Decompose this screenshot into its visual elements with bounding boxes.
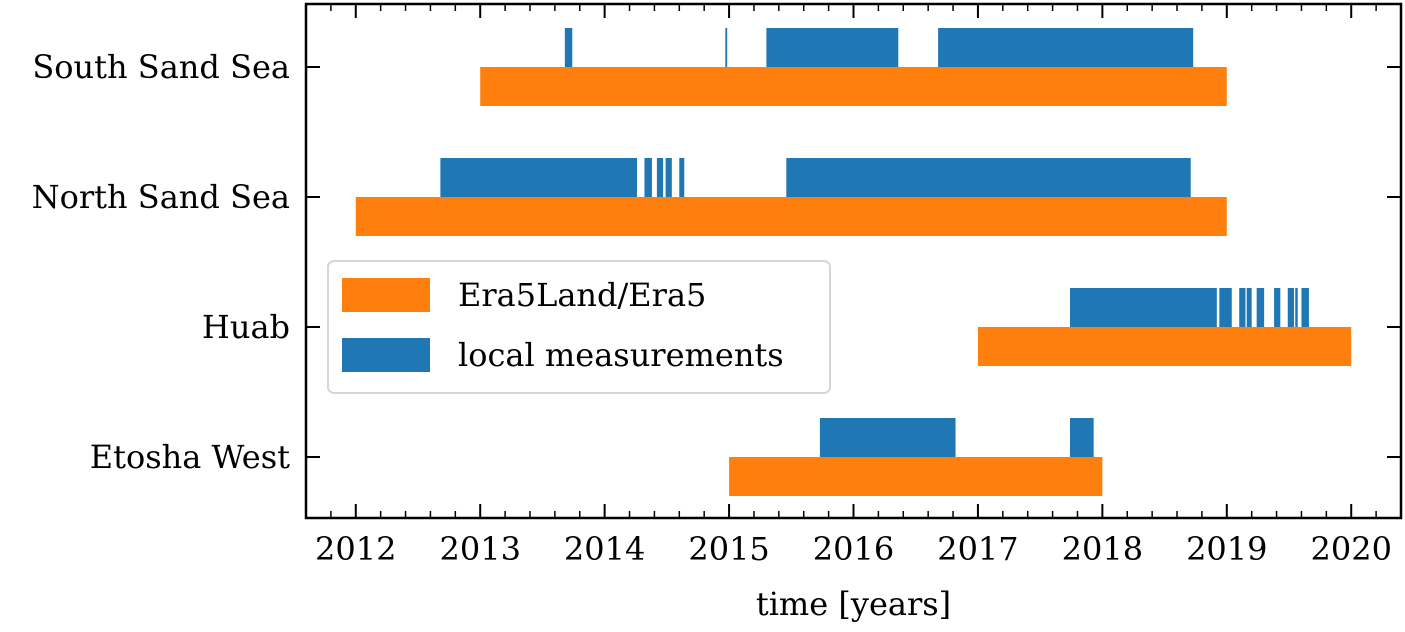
x-tick-label: 2019 — [1186, 530, 1267, 568]
x-tick-label: 2012 — [315, 530, 396, 568]
legend-box — [327, 260, 831, 394]
local-measurement-bar-2-7 — [1295, 288, 1298, 327]
local-measurement-bar-2-2 — [1239, 288, 1246, 327]
local-measurement-bar-1-2 — [656, 158, 664, 197]
era5-bar-3-0 — [729, 457, 1103, 496]
y-tick-label: South Sand Sea — [32, 48, 290, 86]
legend-label: local measurements — [458, 336, 784, 374]
local-measurement-bar-2-3 — [1246, 288, 1252, 327]
local-measurement-bar-1-0 — [440, 158, 637, 197]
local-measurement-bar-1-4 — [679, 158, 685, 197]
x-axis-label: time [years] — [756, 585, 951, 623]
x-tick-label: 2020 — [1311, 530, 1392, 568]
local-measurement-bar-2-5 — [1274, 288, 1281, 327]
local-measurement-bar-2-8 — [1301, 288, 1309, 327]
legend: Era5Land/Era5 local measurements — [327, 260, 831, 394]
y-tick-label: North Sand Sea — [32, 178, 290, 216]
legend-swatch — [342, 278, 430, 312]
local-measurement-bar-0-0 — [564, 28, 573, 67]
y-axis: South Sand Sea North Sand Sea Huab Etosha W… — [32, 48, 1401, 476]
plot-frame — [304, 2, 1403, 520]
local-measurement-bar-0-3 — [938, 28, 1194, 67]
y-tick-label: Etosha West — [90, 438, 290, 476]
x-tick-label: 2016 — [813, 530, 894, 568]
legend-label: Era5Land/Era5 — [458, 276, 706, 314]
x-tick-label: 2015 — [688, 530, 769, 568]
local-measurement-bar-1-3 — [665, 158, 672, 197]
x-tick-label: 2014 — [564, 530, 645, 568]
x-tick-label: 2018 — [1062, 530, 1143, 568]
y-tick-label: Huab — [202, 308, 290, 346]
x-tick-label: 2017 — [937, 530, 1018, 568]
local-measurement-bar-0-2 — [766, 28, 899, 67]
local-measurement-bar-0-1 — [725, 28, 728, 67]
local-measurement-bar-3-0 — [819, 418, 956, 457]
local-measurement-bar-2-1 — [1219, 288, 1232, 327]
local-measurement-bar-2-0 — [1070, 288, 1217, 327]
local-measurement-bar-2-4 — [1256, 288, 1265, 327]
local-measurement-bar-2-6 — [1287, 288, 1294, 327]
local-measurement-bar-3-1 — [1070, 418, 1094, 457]
era5-bar-1-0 — [355, 197, 1227, 236]
local-measurement-bar-1-5 — [786, 158, 1191, 197]
era5-bar-0-0 — [480, 67, 1227, 106]
bars-layer — [355, 28, 1352, 496]
local-measurement-bar-1-1 — [644, 158, 652, 197]
x-tick-label: 2013 — [439, 530, 520, 568]
era5-bar-2-0 — [977, 327, 1352, 366]
legend-swatch — [342, 338, 430, 372]
